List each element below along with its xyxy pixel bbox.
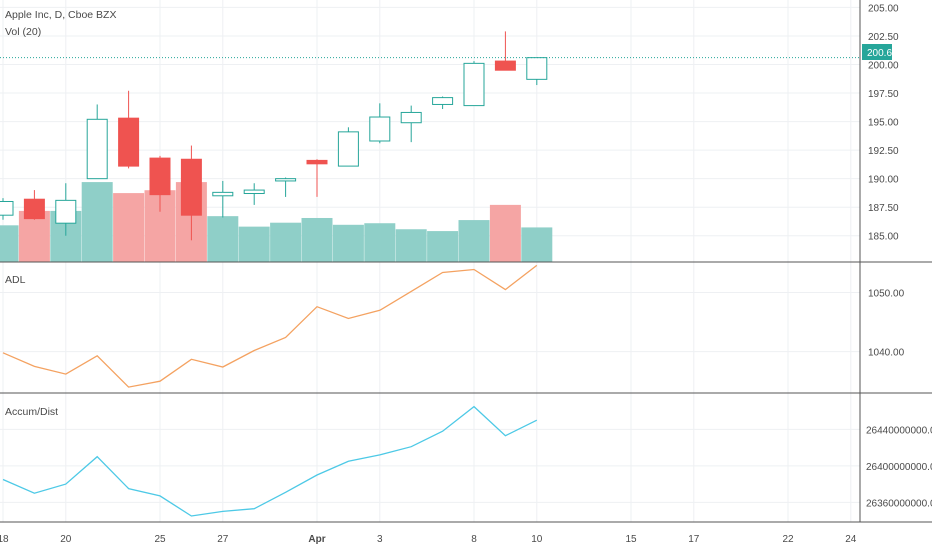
candle-body xyxy=(55,199,77,224)
adl-tick-label: 1040.00 xyxy=(868,348,905,359)
price-tick-label: 187.50 xyxy=(868,203,899,214)
candle-body xyxy=(526,57,548,80)
x-tick-label: 20 xyxy=(60,534,72,545)
candle-body xyxy=(275,178,297,182)
candle-body xyxy=(432,97,454,105)
candle-body xyxy=(86,118,108,180)
volume-bar xyxy=(207,216,239,262)
candle-body xyxy=(463,62,485,107)
price-tick-label: 195.00 xyxy=(868,118,899,129)
accum-dist-line xyxy=(2,405,538,517)
adl-pane-title: ADL xyxy=(5,274,26,286)
volume-bar xyxy=(113,193,145,262)
candle-body xyxy=(494,60,516,71)
x-tick-label: 10 xyxy=(531,534,543,545)
candle-body xyxy=(337,131,359,167)
price-tick-label: 205.00 xyxy=(868,3,899,14)
price-tick-label: 197.50 xyxy=(868,89,899,100)
x-tick-label: 17 xyxy=(688,534,700,545)
adl-line xyxy=(2,264,538,388)
current-price-label: 200.62 xyxy=(867,48,898,59)
accum-tick-label: 26360000000.0000 xyxy=(866,498,932,509)
adl-tick-label: 1050.00 xyxy=(868,289,905,300)
series-line xyxy=(2,405,538,517)
x-tick-label: 24 xyxy=(845,534,857,545)
series-line xyxy=(2,264,538,388)
price-pane-title: Apple Inc, D, Cboe BZX xyxy=(5,9,116,21)
x-tick-label: 3 xyxy=(377,534,383,545)
x-tick-label: 22 xyxy=(782,534,794,545)
current-price-badge xyxy=(862,44,892,60)
x-tick-label: 15 xyxy=(625,534,637,545)
volume-bar xyxy=(521,227,553,262)
candle-body xyxy=(306,159,328,165)
candle-body xyxy=(118,117,140,167)
volume-bars xyxy=(0,182,553,262)
volume-bar xyxy=(270,222,302,262)
x-tick-label: 25 xyxy=(154,534,166,545)
candle-body xyxy=(212,191,234,197)
candle-body xyxy=(0,200,14,216)
price-tick-label: 185.00 xyxy=(868,232,899,243)
volume-bar xyxy=(489,204,521,262)
volume-bar xyxy=(332,224,364,262)
volume-label: Vol (20) xyxy=(5,26,41,38)
candle-body xyxy=(149,157,171,196)
volume-bar xyxy=(427,231,459,262)
candle-body xyxy=(180,158,202,216)
candlesticks xyxy=(0,31,548,241)
price-tick-label: 190.00 xyxy=(868,175,899,186)
x-tick-label: Apr xyxy=(308,534,325,545)
candle-body xyxy=(369,116,391,142)
x-tick-label: 8 xyxy=(471,534,477,545)
x-tick-label: 18 xyxy=(0,534,9,545)
candle-body xyxy=(400,111,422,124)
volume-bar xyxy=(0,225,19,262)
volume-bar xyxy=(238,226,270,262)
volume-bar xyxy=(81,182,113,262)
volume-bar xyxy=(395,229,427,262)
price-tick-label: 192.50 xyxy=(868,146,899,157)
price-tick-label: 202.50 xyxy=(868,32,899,43)
volume-bar xyxy=(301,217,333,262)
candle-body xyxy=(243,189,265,195)
price-tick-label: 200.00 xyxy=(868,61,899,72)
volume-bar xyxy=(364,223,396,262)
candle-body xyxy=(23,198,45,220)
accum-tick-label: 26400000000.0000 xyxy=(866,462,932,473)
x-tick-label: 27 xyxy=(217,534,229,545)
accum-pane-title: Accum/Dist xyxy=(5,406,58,418)
accum-tick-label: 26440000000.0000 xyxy=(866,425,932,436)
volume-bar xyxy=(458,220,490,262)
